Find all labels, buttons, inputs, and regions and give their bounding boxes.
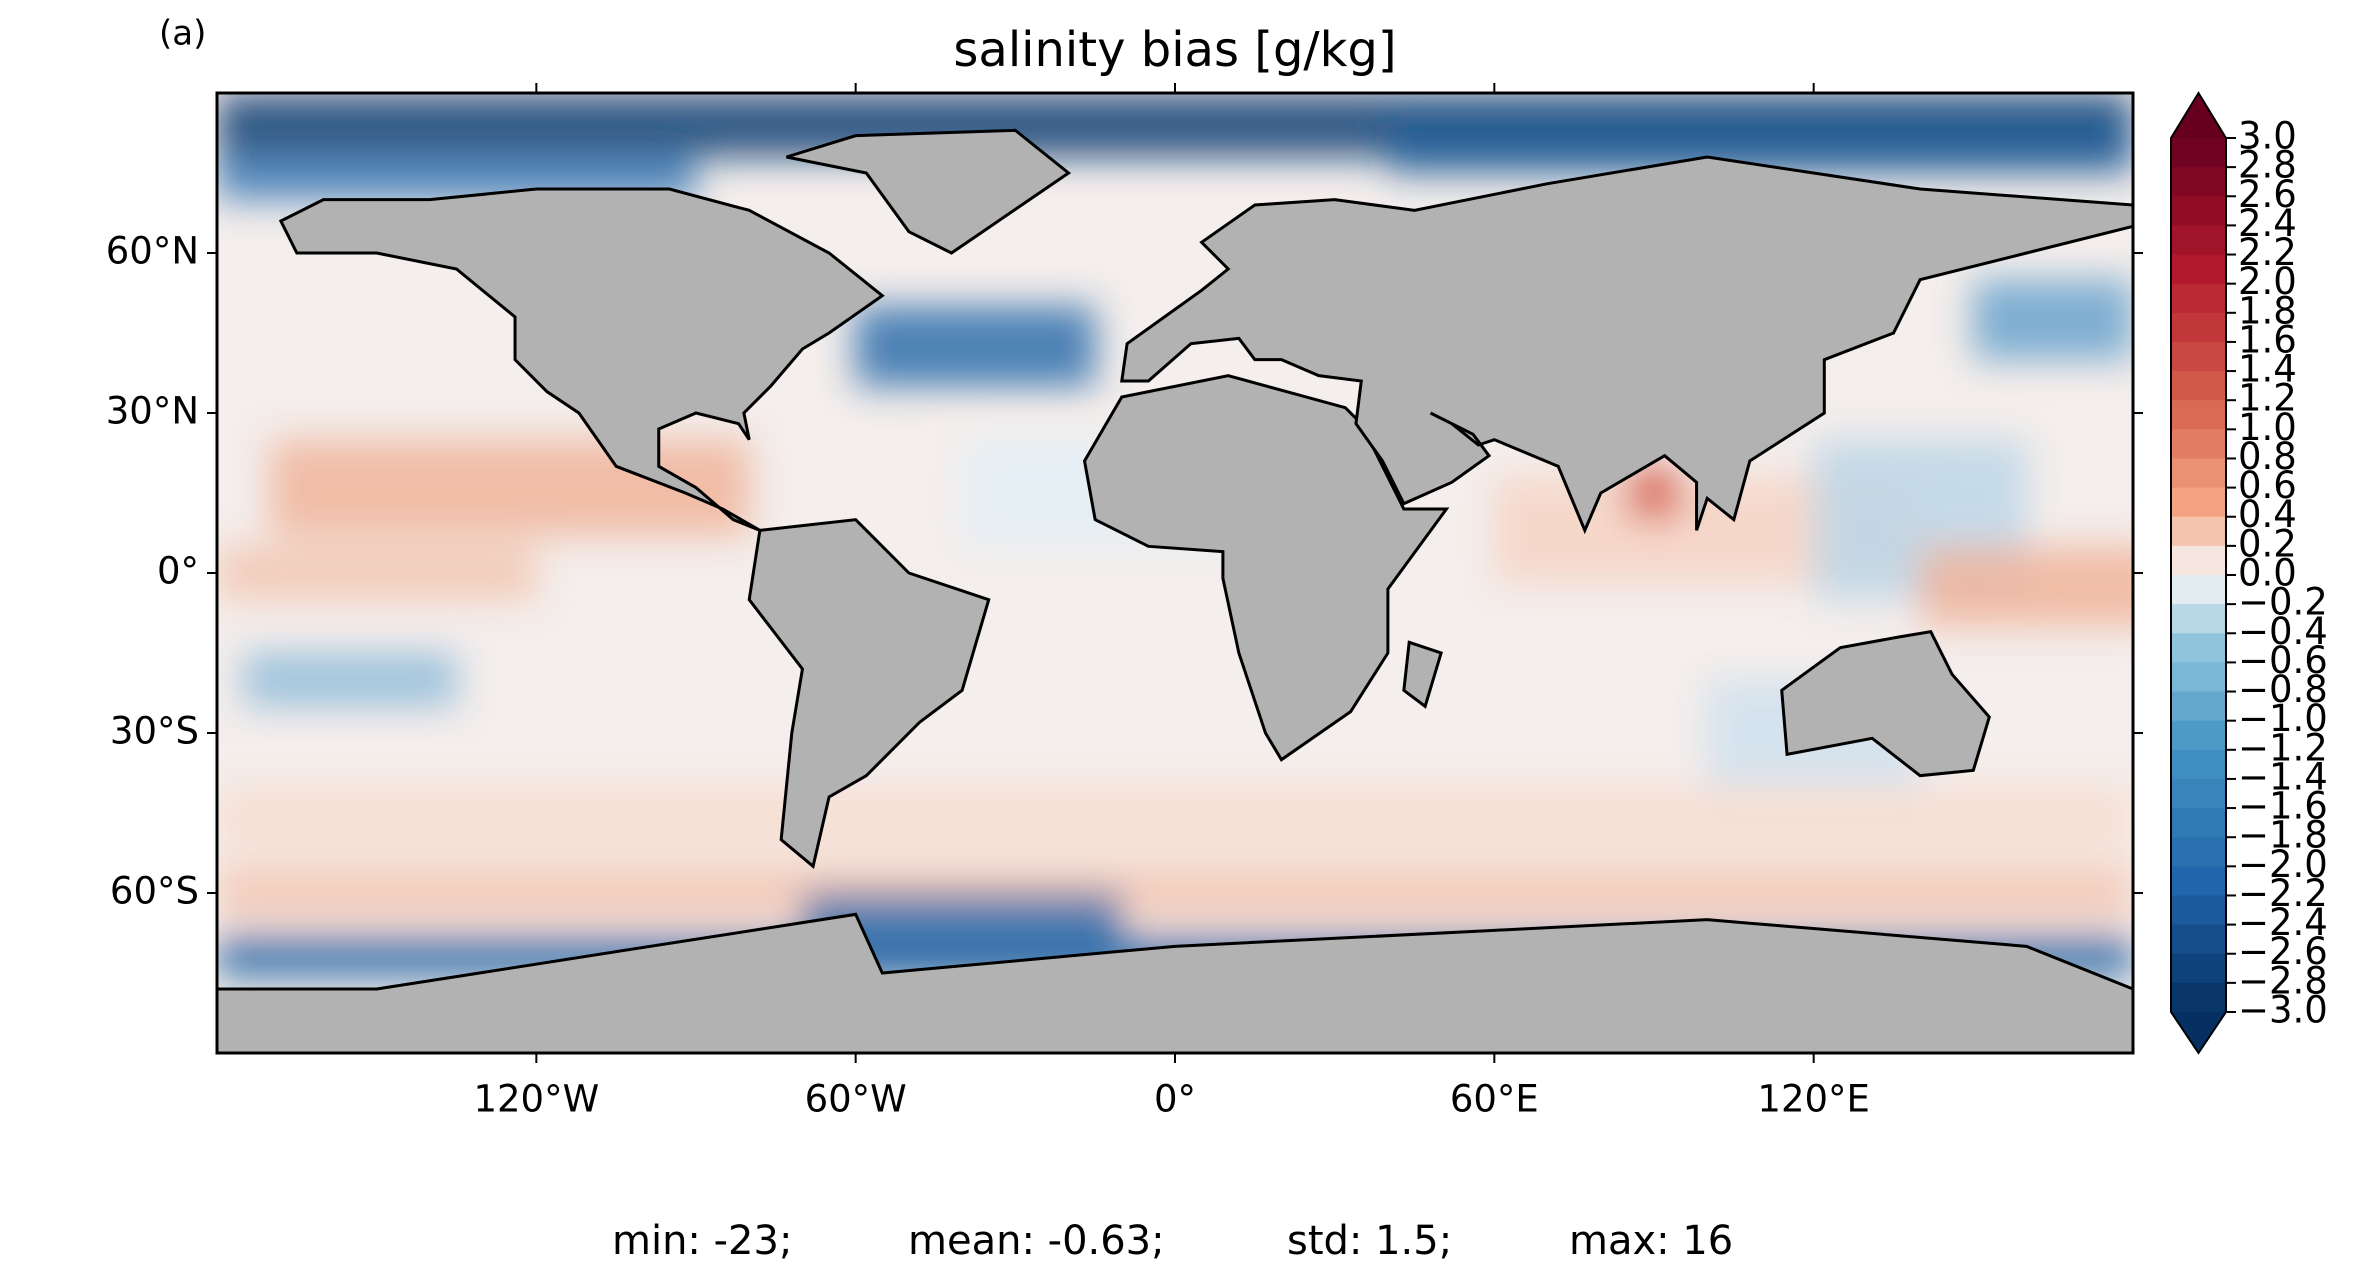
land [1120,155,2133,535]
colorbar-segment [2171,982,2226,1013]
stat: mean: -0.63; [908,1218,1165,1263]
colorbar-segment [2171,138,2226,168]
colorbar-segment [2171,778,2226,809]
map-title: salinity bias [g/kg] [953,22,1396,78]
colorbar-tick-label: 1.6 [2238,318,2297,361]
field-patch [217,866,2133,920]
y-tick-label: 60°S [110,870,199,913]
field-patch [1920,546,2133,627]
panel-label: (a) [159,14,206,54]
colorbar-tick-label: 0.4 [2238,493,2297,536]
colorbar-tick-label: −0.2 [2238,581,2328,624]
colorbar-segment [2171,371,2226,401]
colorbar-tick-label: 1.8 [2238,289,2297,332]
colorbar-tick-label: −1.8 [2238,814,2328,857]
stats: min: -23; mean: -0.63; std: 1.5; max: 16 [612,1218,1733,1263]
colorbar-tick-label: −1.4 [2238,755,2328,798]
field-patch [217,786,2133,851]
colorbar-segment [2171,225,2226,256]
colorbar-tick-label: 0.0 [2238,552,2297,595]
colorbar-tick-label: 1.4 [2238,348,2297,391]
colorbar-segment [2171,604,2226,634]
colorbar-segment [2171,516,2226,547]
colorbar-segment [2171,341,2226,372]
colorbar-segment [2171,633,2226,663]
field-patch [855,306,1096,387]
colorbar-segment [2171,167,2226,197]
colorbar-segment [2171,196,2226,226]
colorbar-tick-label: −2.4 [2238,901,2328,944]
colorbar-tick-label: 2.0 [2238,260,2297,303]
colorbar-segment [2171,837,2226,867]
land [1780,630,1991,778]
land [1082,374,1450,762]
x-tick-label: 120°E [1757,1078,1870,1121]
colorbar-tick-label: −1.0 [2238,697,2328,740]
colorbar-segment [2171,487,2226,518]
colorbar-tick-label: −1.2 [2238,726,2328,769]
y-tick-label: 0° [157,550,199,593]
colorbar-extend-top [2171,93,2226,138]
land [786,128,1072,255]
colorbar-tick-label: 2.2 [2238,231,2297,274]
colorbar-tick-label: 1.2 [2238,377,2297,420]
colorbar-tick-label: −3.0 [2238,989,2328,1032]
colorbar-segment [2171,662,2226,693]
colorbar-tick-label: −1.6 [2238,785,2328,828]
colorbar-segment [2171,720,2226,751]
field-patch [243,653,457,707]
colorbar-tick-label: 1.0 [2238,406,2297,449]
colorbar-segment [2171,312,2226,343]
map-area [217,93,2133,1053]
x-tick-label: 120°W [473,1078,599,1121]
colorbar-segment [2171,458,2226,489]
colorbar-tick-label: −2.6 [2238,930,2328,973]
field-patch [1973,279,2133,360]
colorbar-segment [2171,283,2226,314]
colorbar-tick-label: 2.6 [2238,173,2297,216]
colorbar-tick-label: 2.8 [2238,144,2297,187]
colorbar-segment [2171,749,2226,780]
x-tick-label: 60°W [805,1078,907,1121]
colorbar-segment [2171,254,2226,285]
colorbar-tick-label: −0.8 [2238,668,2328,711]
land [747,518,991,870]
colorbar-tick-label: −2.8 [2238,959,2328,1002]
colorbar-segment [2171,924,2226,955]
colorbar-extend-bottom [2171,1012,2226,1053]
land [1402,640,1443,709]
colorbar-segment [2171,808,2226,838]
colorbar-tick-label: 0.8 [2238,435,2297,478]
land [217,912,2133,1053]
colorbar-segment [2171,691,2226,722]
colorbar-tick-label: 2.4 [2238,202,2297,245]
colorbar-segment [2171,400,2226,430]
colorbar-segment [2171,575,2226,605]
field-patch [217,546,537,600]
colorbar-tick-label: −0.4 [2238,610,2328,653]
y-tick-label: 30°N [106,390,199,433]
colorbar-segment [2171,866,2226,896]
colorbar-tick-label: −0.6 [2238,639,2328,682]
stat: max: 16 [1569,1218,1733,1263]
colorbar-tick-label: 3.0 [2238,115,2297,158]
stat: min: -23; [612,1218,792,1263]
y-tick-label: 30°S [110,710,199,753]
stat: std: 1.5; [1287,1218,1452,1263]
colorbar-tick-label: −2.0 [2238,843,2328,886]
colorbar-segment [2171,429,2226,459]
y-tick-label: 60°N [106,230,199,273]
colorbar-tick-label: 0.2 [2238,522,2297,565]
colorbar-segment [2171,953,2226,984]
colorbar-tick-label: 0.6 [2238,464,2297,507]
colorbar-segment [2171,545,2226,576]
x-tick-label: 0° [1154,1078,1196,1121]
field-patch [1627,466,1681,520]
land [278,187,885,532]
colorbar-segment [2171,895,2226,926]
colorbar-tick-label: −2.2 [2238,872,2328,915]
x-tick-label: 60°E [1450,1078,1539,1121]
